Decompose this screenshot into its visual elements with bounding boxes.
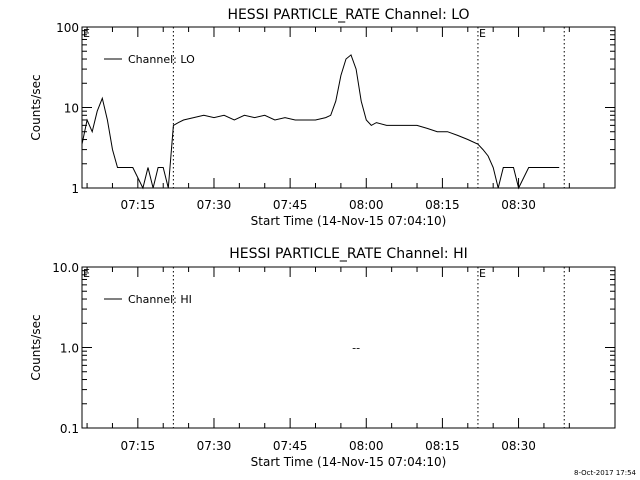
x-tick-label: 08:00: [349, 439, 384, 453]
data-marker: --: [352, 342, 360, 355]
x-axis-label: Start Time (14-Nov-15 07:04:10): [251, 214, 447, 228]
plot-frame: [81, 26, 616, 189]
legend-label: Channel: LO: [128, 53, 195, 66]
y-tick-label: 10.0: [52, 261, 79, 275]
y-tick-label: 1.0: [60, 342, 79, 356]
y-tick-label: 1: [71, 182, 79, 196]
plot-frame: [81, 266, 616, 429]
x-tick-label: 07:45: [273, 198, 308, 212]
y-axis-label: Counts/sec: [29, 74, 43, 140]
chart-title: HESSI PARTICLE_RATE Channel: HI: [229, 246, 467, 262]
x-tick-label: 07:30: [197, 198, 232, 212]
eclipse-flag: E: [83, 27, 90, 40]
x-tick-label: 08:00: [349, 198, 384, 212]
y-tick-label: 0.1: [60, 422, 79, 436]
chart-title: HESSI PARTICLE_RATE Channel: LO: [227, 7, 469, 23]
x-tick-label: 07:45: [273, 439, 308, 453]
y-axis-label: Counts/sec: [29, 314, 43, 380]
x-tick-label: 08:30: [501, 198, 536, 212]
y-tick-label: 100: [56, 21, 79, 35]
eclipse-flag: E: [479, 267, 486, 280]
x-axis-label: Start Time (14-Nov-15 07:04:10): [251, 455, 447, 469]
series-line: [81, 54, 560, 190]
y-tick-label: 10: [64, 102, 79, 116]
x-tick-label: 08:15: [425, 198, 460, 212]
x-tick-label: 07:30: [197, 439, 232, 453]
legend-label: Channel: HI: [128, 293, 192, 306]
plot-lo-channel: HESSI PARTICLE_RATE Channel: LO 1 10 100 07:…: [29, 7, 616, 228]
eclipse-flag: E: [479, 27, 486, 40]
eclipse-flag: E: [83, 267, 90, 280]
x-tick-label: 08:15: [425, 439, 460, 453]
creation-timestamp: 8-Oct-2017 17:54: [574, 469, 637, 477]
x-tick-label: 08:30: [501, 439, 536, 453]
plot-hi-channel: HESSI PARTICLE_RATE Channel: HI 0.1 1.0 10.…: [29, 246, 616, 469]
x-tick-label: 07:15: [121, 198, 156, 212]
x-tick-label: 07:15: [121, 439, 156, 453]
